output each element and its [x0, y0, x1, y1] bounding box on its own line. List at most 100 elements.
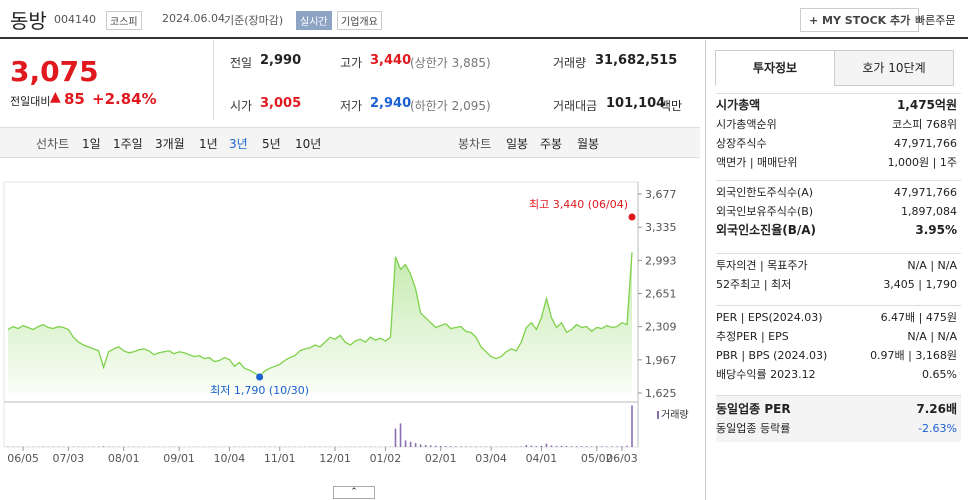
info-row: 상장주식수 47,971,766	[716, 134, 961, 153]
info-value: N/A | N/A	[907, 259, 957, 272]
x-tick-label: 11/01	[264, 452, 296, 465]
candle-tab[interactable]: 월봉	[577, 137, 600, 151]
candle-tab[interactable]: 주봉	[540, 137, 563, 151]
tab-label: 봉차트	[458, 137, 492, 151]
info-value: 7.26배	[916, 402, 957, 416]
realtime-badge[interactable]: 실시간	[296, 11, 332, 30]
volume-bar	[414, 443, 417, 447]
info-section: 외국인한도주식수(A) 47,971,766 외국인보유주식수(B) 1,897,08…	[716, 180, 961, 240]
y-tick-label: 2,309	[645, 321, 677, 334]
volume-bar	[434, 445, 437, 447]
info-label: 배당수익률 2023.12	[716, 368, 816, 381]
info-row: 외국인소진율(B/A) 3.95%	[716, 221, 961, 240]
volume-bar	[611, 446, 613, 447]
quick-order[interactable]: 빠른주문	[915, 14, 956, 27]
period-tab[interactable]: 10년	[295, 137, 322, 151]
stat-label: 거래대금	[553, 99, 598, 113]
period-tab[interactable]: 3개월	[155, 137, 185, 151]
x-tick-label: 06/03	[606, 452, 638, 465]
volume-bar	[520, 446, 523, 447]
info-row: 배당수익률 2023.12 0.65%	[716, 365, 961, 384]
collapse-button[interactable]: ⌃	[333, 486, 375, 499]
stat-label: 거래량	[553, 56, 587, 70]
info-row: 외국인보유주식수(B) 1,897,084	[716, 202, 961, 221]
volume-bar	[102, 446, 105, 447]
volume-bar	[601, 446, 603, 447]
x-tick-label: 12/01	[319, 452, 351, 465]
volume-bar	[419, 444, 422, 447]
candle-tab[interactable]: 일봉	[506, 137, 529, 151]
stat-note: (하한가 2,095)	[410, 99, 491, 113]
volume-bar	[455, 446, 457, 447]
info-label: 추정PER | EPS	[716, 330, 789, 343]
info-label: PER | EPS(2024.03)	[716, 311, 823, 324]
volume-bar	[399, 423, 402, 447]
volume-bar	[465, 446, 467, 447]
volume-bar	[439, 445, 442, 447]
info-row: 52주최고 | 최저 3,405 | 1,790	[716, 275, 961, 294]
period-tab[interactable]: 3년	[229, 137, 248, 151]
current-price: 3,075	[10, 55, 99, 88]
stat-label: 시가	[230, 99, 253, 113]
period-tab[interactable]: 1주일	[113, 137, 143, 151]
info-value: 1,897,084	[901, 205, 957, 218]
volume-bar	[626, 445, 628, 447]
period-tab[interactable]: 5년	[262, 137, 281, 151]
volume-label: 거래량	[661, 409, 689, 421]
info-row: 시가총액순위 코스피 768위	[716, 115, 961, 134]
change: 85	[64, 90, 85, 108]
volume-bar	[631, 405, 633, 447]
info-row: 동일업종 PER 7.26배	[716, 400, 961, 419]
stat-value: 2,940	[370, 96, 412, 111]
my-stock-button[interactable]: + MY STOCK 추가	[800, 8, 920, 32]
extreme-label: 최저 1,790 (10/30)	[210, 384, 309, 397]
y-tick-label: 1,967	[645, 354, 677, 367]
volume-legend-swatch	[657, 411, 659, 419]
volume-bar	[409, 441, 412, 447]
info-section: PER | EPS(2024.03) 6.47배 | 475원 추정PER | EP…	[716, 305, 961, 384]
info-label: 상장주식수	[716, 137, 767, 150]
info-label: 외국인한도주식수(A)	[716, 186, 814, 199]
volume-bar	[530, 445, 533, 447]
volume-bar	[429, 445, 432, 447]
info-value: 47,971,766	[894, 137, 957, 150]
volume-bar	[580, 446, 583, 447]
overview-button[interactable]: 기업개요	[337, 11, 382, 30]
info-label: 외국인보유주식수(B)	[716, 205, 814, 218]
stat-value: 101,104	[606, 96, 666, 111]
stat-value: 3,440	[370, 53, 412, 68]
info-value: 3.95%	[915, 223, 957, 237]
info-label: 액면가 | 매매단위	[716, 156, 798, 169]
y-tick-label: 3,335	[645, 221, 677, 234]
x-tick-label: 07/03	[53, 452, 85, 465]
volume-bar	[535, 446, 538, 447]
info-section: 투자의견 | 목표주가 N/A | N/A 52주최고 | 최저 3,405 | 1,…	[716, 253, 961, 294]
period-tab[interactable]: 1일	[82, 137, 101, 151]
panel-tab[interactable]: 투자정보	[715, 50, 835, 86]
info-value: 0.65%	[922, 368, 957, 381]
info-row: 외국인한도주식수(A) 47,971,766	[716, 183, 961, 202]
stat-unit: 백만	[660, 99, 683, 113]
tab-label: 선차트	[36, 137, 70, 151]
price-line	[7, 252, 633, 377]
panel-tab[interactable]: 호가 10단계	[834, 50, 954, 86]
period-tab[interactable]: 1년	[199, 137, 218, 151]
volume-bar	[550, 445, 553, 447]
y-tick-label: 2,651	[645, 288, 677, 301]
info-value: 47,971,766	[894, 186, 957, 199]
info-row: 시가총액 1,475억원	[716, 96, 961, 115]
volume-bar	[445, 446, 447, 447]
volume-bar	[570, 446, 573, 447]
x-tick-label: 04/01	[526, 452, 558, 465]
volume-bar	[7, 446, 9, 447]
y-tick-label: 1,625	[645, 387, 677, 400]
stat-value: 31,682,515	[595, 53, 678, 68]
extreme-label: 최고 3,440 (06/04)	[529, 198, 628, 211]
stat-value: 3,005	[260, 96, 302, 111]
extreme-marker	[628, 213, 636, 221]
info-label: PBR | BPS (2024.03)	[716, 349, 828, 362]
stat-value: 2,990	[260, 53, 302, 68]
x-tick-label: 09/01	[163, 452, 195, 465]
